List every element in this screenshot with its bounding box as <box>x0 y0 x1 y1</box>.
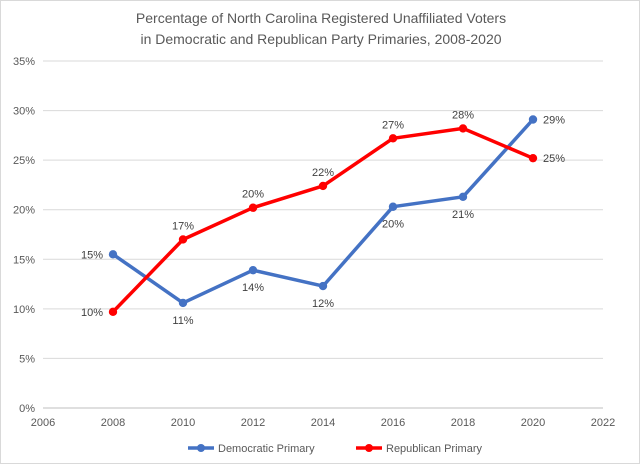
y-tick-label: 20% <box>13 205 35 217</box>
x-tick-label: 2016 <box>381 417 405 429</box>
democratic-primary-point <box>318 281 328 291</box>
x-axis-tick-labels: 2006 2008 2010 2012 2014 2016 2018 2020 2022 <box>31 417 615 429</box>
series-points <box>108 115 538 317</box>
x-tick-label: 2008 <box>101 417 125 429</box>
republican-primary-data-label: 10% <box>81 307 103 319</box>
republican-primary-data-label: 17% <box>172 220 194 232</box>
y-tick-label: 15% <box>13 254 35 266</box>
legend-swatch-marker <box>365 444 373 452</box>
legend-item-republican-primary: Republican Primary <box>356 443 482 455</box>
y-axis-tick-labels: 0% 5% 10% 15% 20% 25% 30% 35% <box>13 56 35 415</box>
democratic-primary-point <box>248 265 258 275</box>
x-tick-label: 2018 <box>451 417 475 429</box>
democratic-primary-point <box>528 115 538 124</box>
democratic-primary-data-label: 12% <box>312 298 334 310</box>
x-tick-label: 2014 <box>311 417 335 429</box>
x-tick-label: 2012 <box>241 417 265 429</box>
chart-title-line-1: Percentage of North Carolina Registered … <box>136 10 506 26</box>
y-tick-label: 35% <box>13 56 35 68</box>
republican-primary-point <box>178 235 188 244</box>
republican-primary-point <box>458 124 468 133</box>
republican-primary-point <box>528 153 538 163</box>
x-tick-label: 2010 <box>171 417 195 429</box>
chart-title-line-2: in Democratic and Republican Party Prima… <box>140 31 501 47</box>
republican-primary-point <box>108 307 118 317</box>
democratic-primary-point <box>388 202 398 211</box>
democratic-primary-data-label: 21% <box>452 209 474 221</box>
gridlines <box>43 60 603 409</box>
x-tick-label: 2020 <box>521 417 545 429</box>
y-tick-label: 30% <box>13 106 35 118</box>
legend-swatch-marker <box>197 444 205 452</box>
legend-label: Democratic Primary <box>218 443 315 455</box>
republican-primary-point <box>318 181 328 191</box>
democratic-primary-data-label: 14% <box>242 282 264 294</box>
democratic-primary-data-label: 29% <box>543 114 565 126</box>
democratic-primary-point <box>458 192 468 202</box>
y-tick-label: 25% <box>13 155 35 167</box>
legend: Democratic Primary Republican Primary <box>188 443 482 455</box>
republican-primary-point <box>388 134 398 143</box>
republican-primary-data-label: 28% <box>452 109 474 121</box>
democratic-primary-data-label: 11% <box>172 315 193 327</box>
x-tick-label: 2022 <box>591 417 615 429</box>
data-labels: 15% 11% 14% 12% 20% 21% 29% 10% 17% 20% 22% 27% 28% 2… <box>81 109 565 326</box>
republican-primary-data-label: 22% <box>312 167 334 179</box>
legend-item-democratic-primary: Democratic Primary <box>188 443 315 455</box>
chart-title: Percentage of North Carolina Registered … <box>136 10 506 47</box>
democratic-primary-data-label: 15% <box>81 249 103 261</box>
republican-primary-data-label: 27% <box>382 119 404 131</box>
y-tick-label: 10% <box>13 304 35 316</box>
democratic-primary-point <box>178 298 188 308</box>
republican-primary-data-label: 25% <box>543 153 565 165</box>
y-tick-label: 0% <box>19 403 35 415</box>
republican-primary-data-label: 20% <box>242 189 264 201</box>
y-tick-label: 5% <box>19 353 35 365</box>
democratic-primary-data-label: 20% <box>382 219 404 231</box>
legend-label: Republican Primary <box>386 443 482 455</box>
democratic-primary-point <box>108 250 118 259</box>
republican-primary-point <box>248 203 258 212</box>
x-tick-label: 2006 <box>31 417 55 429</box>
